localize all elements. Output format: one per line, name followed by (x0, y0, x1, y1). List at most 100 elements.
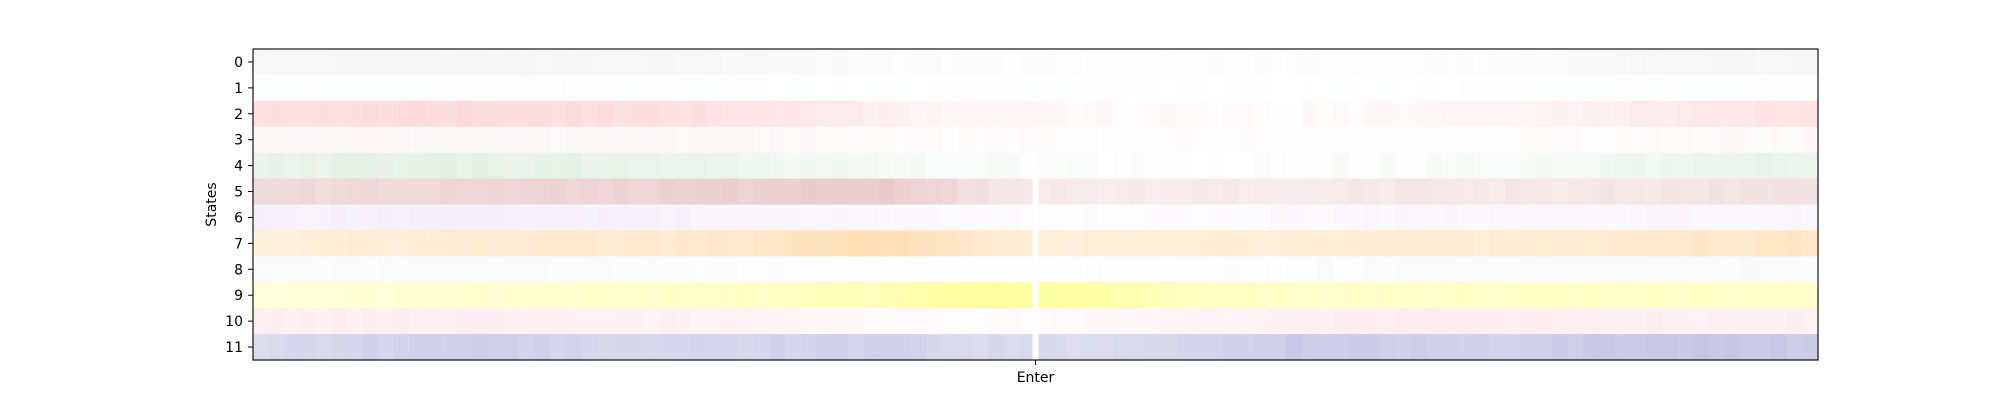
heat-cell-state-5 (1364, 178, 1381, 206)
x-tick-label: Enter (1017, 370, 1055, 386)
heat-cell-state-2 (722, 100, 739, 128)
heat-cell-state-4 (1176, 152, 1193, 180)
heat-cell-state-9 (425, 282, 442, 309)
heat-cell-state-5 (910, 178, 927, 206)
heat-cell-state-5 (988, 178, 1005, 206)
heat-cell-state-5 (863, 178, 880, 206)
heat-cell-state-11 (644, 334, 661, 361)
heat-cell-state-7 (1458, 230, 1475, 257)
heat-cell-state-8 (1176, 256, 1193, 283)
heat-cell-state-1 (1066, 74, 1084, 102)
y-tick-label: 7 (234, 236, 243, 252)
heat-cell-state-11 (1614, 334, 1631, 361)
heat-cell-state-5 (1395, 178, 1412, 206)
heat-cell-state-7 (503, 230, 520, 257)
heat-cell-state-9 (628, 282, 645, 309)
heat-cell-state-7 (722, 230, 739, 257)
heat-cell-state-6 (1098, 204, 1115, 232)
heat-cell-state-11 (1254, 334, 1271, 361)
heat-cell-state-1 (362, 74, 379, 102)
heat-cell-state-9 (1098, 282, 1115, 309)
heat-cell-state-0 (534, 49, 551, 76)
heat-cell-state-10 (1661, 308, 1678, 335)
heat-cell-state-0 (769, 49, 786, 76)
heat-cell-state-7 (331, 230, 348, 257)
heat-cell-state-2 (988, 100, 1005, 128)
heat-cell-state-5 (785, 178, 802, 206)
heat-cell-state-0 (1630, 49, 1647, 76)
heat-cell-state-0 (1645, 49, 1663, 76)
heat-cell-state-4 (879, 152, 896, 180)
heat-cell-state-1 (1473, 74, 1490, 102)
heat-cell-state-8 (1505, 256, 1522, 283)
heat-cell-state-4 (644, 152, 661, 180)
heat-cell-state-2 (1051, 100, 1068, 128)
heat-cell-state-10 (863, 308, 880, 335)
heat-cell-state-5 (534, 178, 551, 206)
heat-cell-state-3 (1285, 126, 1303, 154)
heat-cell-state-0 (1661, 49, 1678, 76)
heat-cell-state-2 (1317, 100, 1334, 128)
heat-cell-state-3 (1567, 126, 1584, 154)
heat-cell-state-8 (534, 256, 551, 283)
heat-cell-state-5 (1614, 178, 1631, 206)
heat-cell-state-10 (299, 308, 317, 335)
heat-cell-state-1 (550, 74, 567, 102)
heat-cell-state-4 (393, 152, 411, 180)
heat-cell-state-9 (1739, 282, 1756, 309)
heat-cell-state-11 (1301, 334, 1318, 361)
heat-cell-state-3 (1630, 126, 1647, 154)
heat-cell-state-1 (1238, 74, 1256, 102)
heat-cell-state-2 (1098, 100, 1115, 128)
heat-cell-state-3 (1254, 126, 1271, 154)
heat-cell-state-9 (331, 282, 348, 309)
heat-cell-state-6 (972, 204, 990, 232)
heat-cell-state-2 (1270, 100, 1287, 128)
heat-cell-state-10 (440, 308, 458, 335)
heat-cell-state-8 (1207, 256, 1224, 283)
heat-cell-state-3 (1332, 126, 1350, 154)
heat-cell-state-10 (1473, 308, 1490, 335)
heat-cell-state-7 (753, 230, 771, 257)
heat-cell-state-0 (1567, 49, 1584, 76)
heat-cell-state-3 (1113, 126, 1130, 154)
heat-cell-state-9 (1520, 282, 1537, 309)
heat-cell-state-9 (1238, 282, 1256, 309)
heat-cell-state-1 (988, 74, 1005, 102)
heat-cell-state-9 (1692, 282, 1710, 309)
heat-cell-state-7 (440, 230, 458, 257)
heat-cell-state-5 (1285, 178, 1303, 206)
heat-cell-state-5 (972, 178, 990, 206)
heat-cell-state-3 (957, 126, 974, 154)
heat-cell-state-2 (362, 100, 379, 128)
heat-cell-state-4 (1411, 152, 1428, 180)
heat-cell-state-11 (800, 334, 817, 361)
heat-cell-state-0 (581, 49, 598, 76)
heat-cell-state-8 (1567, 256, 1584, 283)
heat-cell-state-2 (1145, 100, 1162, 128)
heat-cell-state-4 (550, 152, 567, 180)
heat-cell-state-10 (832, 308, 849, 335)
heat-cell-state-10 (362, 308, 379, 335)
heat-cell-state-2 (706, 100, 724, 128)
heat-cell-state-7 (1332, 230, 1350, 257)
heat-cell-state-5 (1066, 178, 1084, 206)
heat-cell-state-4 (1332, 152, 1350, 180)
heat-cell-state-0 (1019, 49, 1037, 76)
heat-cell-state-9 (1442, 282, 1459, 309)
heat-cell-state-7 (456, 230, 473, 257)
heat-cell-state-5 (1254, 178, 1271, 206)
heat-cell-state-4 (1708, 152, 1725, 180)
heat-cell-state-9 (1192, 282, 1209, 309)
heat-cell-state-6 (1426, 204, 1443, 232)
heat-cell-state-7 (284, 230, 301, 257)
heat-cell-state-4 (503, 152, 520, 180)
heat-cell-state-6 (1285, 204, 1303, 232)
heat-cell-state-11 (1442, 334, 1459, 361)
heat-cell-state-2 (1160, 100, 1177, 128)
heat-cell-state-11 (1082, 334, 1099, 361)
heat-cell-state-5 (1458, 178, 1475, 206)
heat-cell-state-11 (972, 334, 990, 361)
heat-cell-state-2 (691, 100, 708, 128)
heat-cell-state-4 (785, 152, 802, 180)
